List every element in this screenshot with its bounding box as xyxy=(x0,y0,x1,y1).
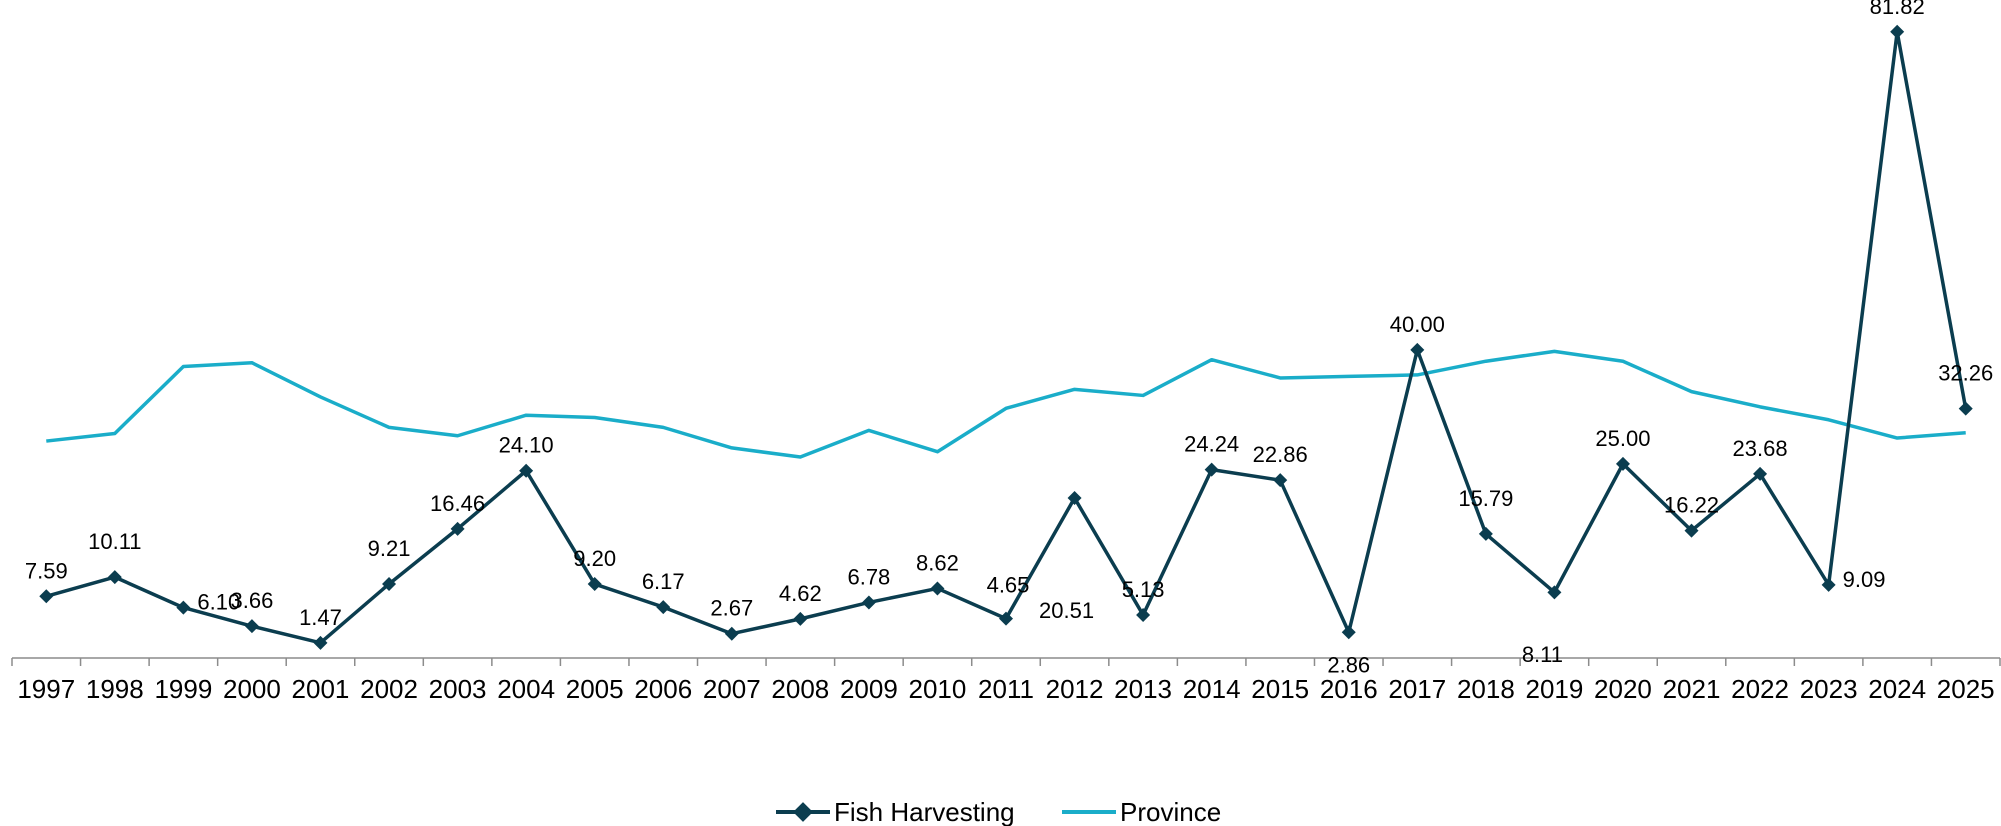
x-tick-label: 2017 xyxy=(1388,674,1446,704)
x-axis: 1997 1998 1999 2000 2001 2002 2003 2004 2005 2006… xyxy=(11,657,2001,704)
fish-harvesting-data-label: 5.13 xyxy=(1122,577,1165,602)
x-tick-label: 2016 xyxy=(1320,674,1378,704)
x-tick-label: 2007 xyxy=(703,674,761,704)
fish-harvesting-data-label: 25.00 xyxy=(1595,426,1650,451)
x-tick-label: 2002 xyxy=(360,674,418,704)
x-tick-label: 2021 xyxy=(1663,674,1721,704)
fish-harvesting-point xyxy=(1890,24,1905,39)
x-tick-label: 1998 xyxy=(86,674,144,704)
fish-harvesting-point xyxy=(1958,401,1973,416)
fish-harvesting-data-label: 4.65 xyxy=(987,573,1030,598)
fish-harvesting-data-label: 15.79 xyxy=(1458,486,1513,511)
fish-harvesting-data-label: 2.86 xyxy=(1327,652,1370,677)
legend: Fish Harvesting Province xyxy=(776,797,1221,826)
x-tick-label: 2012 xyxy=(1046,674,1104,704)
fish-harvesting-point xyxy=(1273,473,1288,488)
x-tick-label: 2000 xyxy=(223,674,281,704)
x-tick-label: 2009 xyxy=(840,674,898,704)
fish-harvesting-data-label: 8.11 xyxy=(1522,642,1563,667)
fish-harvesting-point xyxy=(176,600,191,615)
x-tick-label: 2015 xyxy=(1251,674,1309,704)
fish-harvesting-point xyxy=(382,576,397,591)
fish-harvesting-line xyxy=(45,30,1968,645)
data-labels: 7.59 10.11 6.103.66 1.47 9.21 16.46 24.10 9.20 6… xyxy=(25,0,1993,677)
fish-harvesting-point xyxy=(861,595,876,610)
fish-harvesting-data-label: 4.62 xyxy=(779,581,822,606)
x-tick-label: 2024 xyxy=(1868,674,1926,704)
x-tick-label: 2003 xyxy=(429,674,487,704)
x-tick-label: 2019 xyxy=(1525,674,1583,704)
fish-harvesting-point xyxy=(1753,466,1768,481)
x-tick-label: 2025 xyxy=(1937,674,1995,704)
fish-harvesting-point xyxy=(1615,456,1630,471)
fish-harvesting-data-label: 9.09 xyxy=(1843,567,1886,592)
fish-harvesting-point xyxy=(1684,523,1699,538)
x-tick-label: 2001 xyxy=(292,674,350,704)
fish-harvesting-data-label: 22.86 xyxy=(1253,442,1308,467)
fish-harvesting-point xyxy=(519,463,534,478)
fish-harvesting-point xyxy=(450,521,465,536)
legend-province-label: Province xyxy=(1120,797,1221,826)
fish-harvesting-point xyxy=(107,570,122,585)
province-line xyxy=(46,349,1966,459)
fish-harvesting-point xyxy=(39,589,54,604)
fish-harvesting-data-label: 40.00 xyxy=(1390,312,1445,337)
x-tick-label: 2004 xyxy=(497,674,555,704)
x-tick-label: 2006 xyxy=(634,674,692,704)
fish-harvesting-data-label: 9.21 xyxy=(368,536,411,561)
fish-harvesting-data-label: 7.59 xyxy=(25,558,68,583)
x-tick-label: 2018 xyxy=(1457,674,1515,704)
fish-harvesting-data-label: 20.51 xyxy=(1039,598,1094,623)
x-tick-label: 1999 xyxy=(154,674,212,704)
fish-harvesting-data-label: 10.11 xyxy=(88,529,141,554)
x-tick-label: 2008 xyxy=(771,674,829,704)
fish-harvesting-point xyxy=(587,577,602,592)
fish-harvesting-point xyxy=(656,600,671,615)
x-tick-label: 2013 xyxy=(1114,674,1172,704)
fish-harvesting-data-label: 8.62 xyxy=(916,550,959,575)
fish-harvesting-point xyxy=(244,619,259,634)
fish-harvesting-point xyxy=(1136,607,1151,622)
fish-harvesting-data-label: 9.20 xyxy=(573,546,616,571)
x-tick-label: 2022 xyxy=(1731,674,1789,704)
fish-harvesting-point xyxy=(1478,526,1493,541)
fish-harvesting-data-label: 81.82 xyxy=(1870,0,1925,19)
fish-harvesting-data-label: 3.66 xyxy=(231,588,274,613)
x-tick-label: 2014 xyxy=(1183,674,1241,704)
x-tick-label: 2023 xyxy=(1800,674,1858,704)
legend-fish-harvesting-marker xyxy=(793,802,813,822)
fish-harvesting-point xyxy=(1547,585,1562,600)
fish-harvesting-point xyxy=(999,611,1013,626)
fish-harvesting-data-label: 6.78 xyxy=(847,564,890,589)
x-tick-label: 1997 xyxy=(17,674,75,704)
fish-harvesting-point xyxy=(313,635,328,650)
fish-harvesting-data-label: 24.24 xyxy=(1184,432,1239,457)
fish-harvesting-point xyxy=(793,611,808,626)
fish-harvesting-data-label: 16.22 xyxy=(1664,493,1719,518)
x-tick-label: 2011 xyxy=(978,674,1034,704)
fish-harvesting-data-label: 6.10 xyxy=(197,590,240,615)
fish-harvesting-data-label: 6.17 xyxy=(642,569,685,594)
x-tick-label: 2010 xyxy=(909,674,967,704)
fish-harvesting-data-label: 1.47 xyxy=(299,605,342,630)
fish-harvesting-point xyxy=(1341,625,1356,640)
x-tick-label: 2020 xyxy=(1594,674,1652,704)
x-tick-label: 2005 xyxy=(566,674,624,704)
fish-harvesting-series xyxy=(39,24,1973,650)
fish-harvesting-point xyxy=(1204,462,1219,477)
fish-harvesting-data-label: 2.67 xyxy=(710,596,753,621)
fish-harvesting-data-label: 23.68 xyxy=(1733,436,1788,461)
legend-fish-harvesting-label: Fish Harvesting xyxy=(834,797,1015,826)
fish-harvesting-point xyxy=(724,626,739,641)
fish-harvesting-point xyxy=(930,581,945,596)
fish-harvesting-point xyxy=(1410,342,1425,357)
fish-harvesting-data-label: 32.26 xyxy=(1938,361,1993,386)
fish-harvesting-point xyxy=(1821,577,1836,592)
province-series xyxy=(46,349,1966,459)
fish-harvesting-data-label: 24.10 xyxy=(499,433,554,458)
fish-harvesting-data-label: 16.46 xyxy=(430,491,485,516)
fish-harvesting-point xyxy=(1067,491,1082,506)
